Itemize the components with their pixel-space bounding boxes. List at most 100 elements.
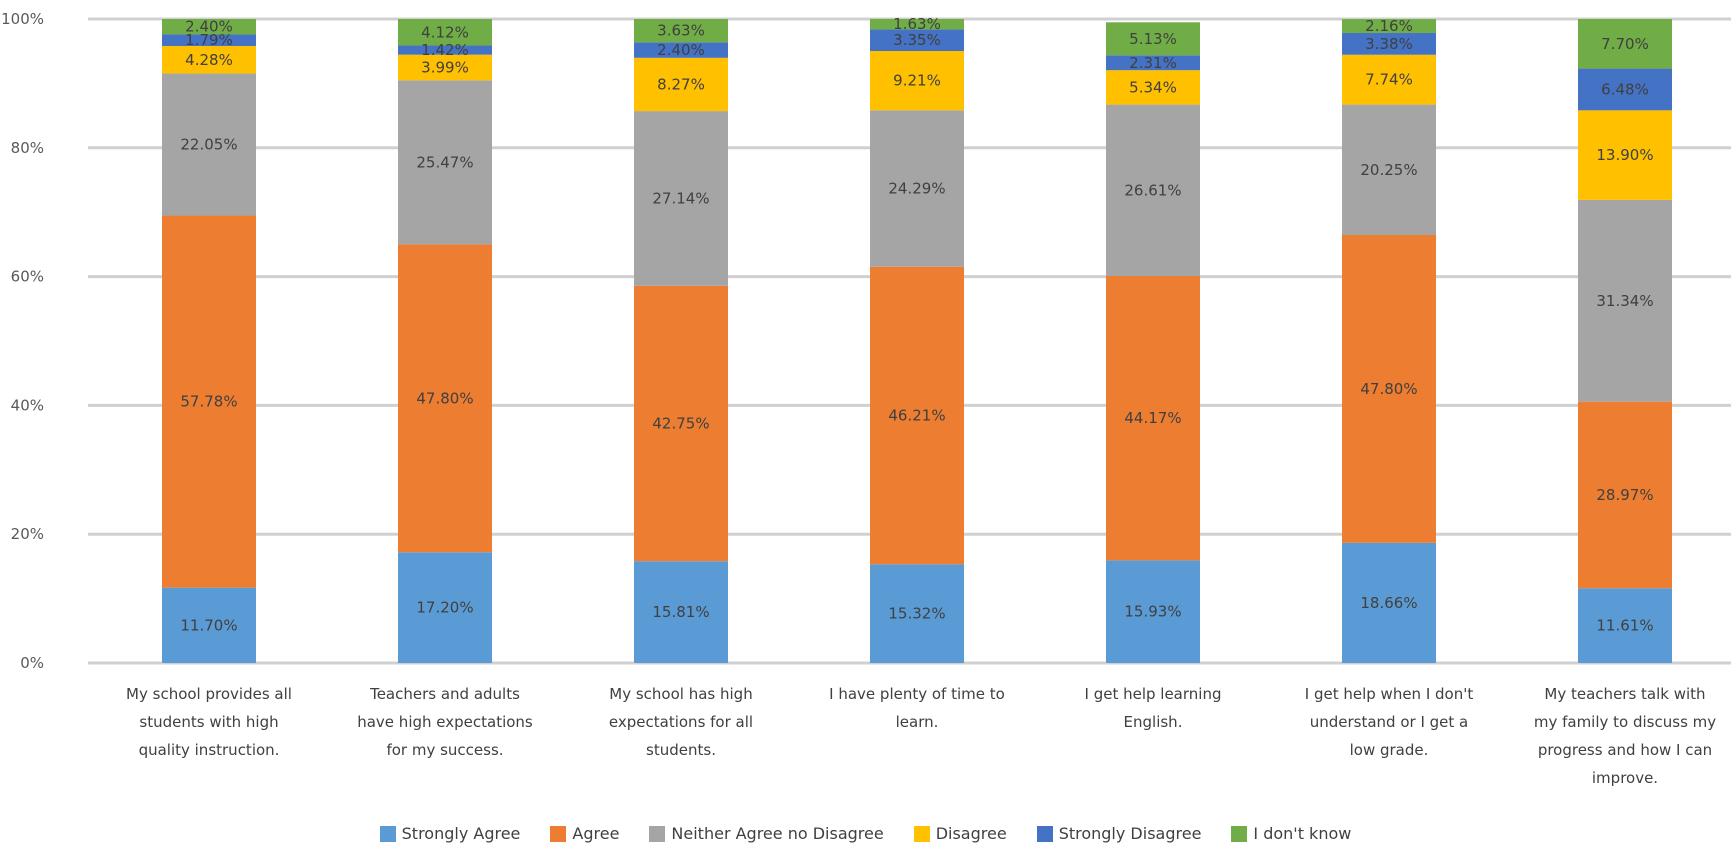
bar-segment xyxy=(1578,588,1672,663)
data-label: 3.38% xyxy=(1365,35,1413,53)
x-category-label: expectations for all xyxy=(609,713,753,731)
bar-segment xyxy=(1106,70,1200,105)
x-category-label: progress and how I can xyxy=(1538,741,1712,759)
bar-segment xyxy=(1578,68,1672,111)
data-label: 15.81% xyxy=(652,603,709,621)
legend-swatch xyxy=(1036,825,1053,842)
bar-segment xyxy=(634,285,728,562)
bar-segment xyxy=(870,29,964,52)
legend-label: Neither Agree no Disagree xyxy=(671,824,884,843)
data-label: 31.34% xyxy=(1596,292,1653,310)
bar-segment xyxy=(870,110,964,267)
x-category-label: My teachers talk with xyxy=(1544,685,1705,703)
bar-segment xyxy=(162,215,256,588)
y-tick-label: 0% xyxy=(20,654,44,672)
x-category-label: low grade. xyxy=(1350,741,1429,759)
x-category-label: My school provides all xyxy=(126,685,292,703)
bar-segment xyxy=(398,244,492,553)
x-category-label: I get help when I don't xyxy=(1305,685,1474,703)
data-label: 2.16% xyxy=(1365,17,1413,35)
data-label: 18.66% xyxy=(1360,594,1417,612)
x-category-label: my family to discuss my xyxy=(1534,713,1716,731)
x-category-label: students. xyxy=(646,741,716,759)
y-tick-label: 80% xyxy=(11,139,44,157)
bar-segment xyxy=(1106,22,1200,56)
bar-segment xyxy=(1578,110,1672,200)
x-axis-category-labels: My school provides all students with high… xyxy=(126,685,1716,787)
data-label: 57.78% xyxy=(180,393,237,411)
bar-segment xyxy=(162,19,256,35)
data-label: 8.27% xyxy=(657,75,705,93)
data-label: 4.28% xyxy=(185,51,233,69)
bar-segment xyxy=(1106,560,1200,663)
x-category-label: learn. xyxy=(896,713,939,731)
bar-segment xyxy=(634,561,728,663)
data-label: 2.31% xyxy=(1129,54,1177,72)
bar-segment xyxy=(870,266,964,565)
data-label: 42.75% xyxy=(652,415,709,433)
legend-label: I don't know xyxy=(1253,824,1352,843)
x-category-label: have high expectations xyxy=(357,713,533,731)
bar-segment xyxy=(162,45,256,74)
bar-segment xyxy=(1342,234,1436,543)
data-label: 1.63% xyxy=(893,15,941,33)
bar-segment xyxy=(870,564,964,663)
x-category-label: for my success. xyxy=(386,741,503,759)
bar-segment xyxy=(1342,19,1436,33)
data-label: 22.05% xyxy=(180,136,237,154)
legend-swatch xyxy=(649,825,666,842)
bar-segment xyxy=(1578,401,1672,589)
bar-segment xyxy=(634,19,728,43)
data-label: 11.61% xyxy=(1596,617,1653,635)
data-label: 47.80% xyxy=(416,389,473,407)
legend-swatch xyxy=(1231,825,1248,842)
data-label: 1.79% xyxy=(185,31,233,49)
data-label: 27.14% xyxy=(652,189,709,207)
legend-item: I don't know xyxy=(1231,824,1351,843)
x-category-label: My school has high xyxy=(609,685,752,703)
y-tick-label: 60% xyxy=(11,268,44,286)
legend-label: Strongly Disagree xyxy=(1058,824,1202,843)
x-category-label: Teachers and adults xyxy=(369,685,520,703)
bar-segment xyxy=(398,552,492,663)
x-category-label: improve. xyxy=(1592,769,1658,787)
legend: Strongly Agree Agree Neither Agree no Disa… xyxy=(0,824,1731,843)
x-category-label: I get help learning xyxy=(1085,685,1222,703)
x-category-label: English. xyxy=(1124,713,1183,731)
data-label: 46.21% xyxy=(888,407,945,425)
bar-segment xyxy=(162,34,256,46)
bar-segment xyxy=(162,587,256,663)
bar-segment xyxy=(1342,542,1436,663)
data-label: 2.40% xyxy=(185,18,233,36)
data-label: 25.47% xyxy=(416,153,473,171)
legend-label: Strongly Agree xyxy=(401,824,521,843)
bar-segment xyxy=(1106,55,1200,71)
data-label: 24.29% xyxy=(888,180,945,198)
legend-item: Disagree xyxy=(913,824,1007,843)
y-axis-tick-labels: 0% 20% 40% 60% 80% 100% xyxy=(1,10,44,672)
data-label: 7.70% xyxy=(1601,35,1649,53)
bar-segment xyxy=(1106,275,1200,561)
legend-label: Disagree xyxy=(935,824,1007,843)
data-label: 4.12% xyxy=(421,23,469,41)
data-label: 3.35% xyxy=(893,31,941,49)
x-category-label: understand or I get a xyxy=(1310,713,1469,731)
legend-item: Neither Agree no Disagree xyxy=(649,824,884,843)
data-label: 13.90% xyxy=(1596,146,1653,164)
bar-segment xyxy=(634,57,728,112)
data-label: 6.48% xyxy=(1601,80,1649,98)
bar-segment xyxy=(162,73,256,216)
legend-item: Agree xyxy=(550,824,619,843)
y-tick-label: 20% xyxy=(11,525,44,543)
bar-segment xyxy=(870,51,964,111)
data-label: 15.93% xyxy=(1124,603,1181,621)
legend-swatch xyxy=(913,825,930,842)
bar-segment xyxy=(870,18,964,30)
data-label: 47.80% xyxy=(1360,380,1417,398)
data-label: 3.63% xyxy=(657,22,705,40)
legend-swatch xyxy=(379,825,396,842)
data-label: 20.25% xyxy=(1360,161,1417,179)
bar-segment xyxy=(398,45,492,55)
data-label: 1.42% xyxy=(421,41,469,59)
